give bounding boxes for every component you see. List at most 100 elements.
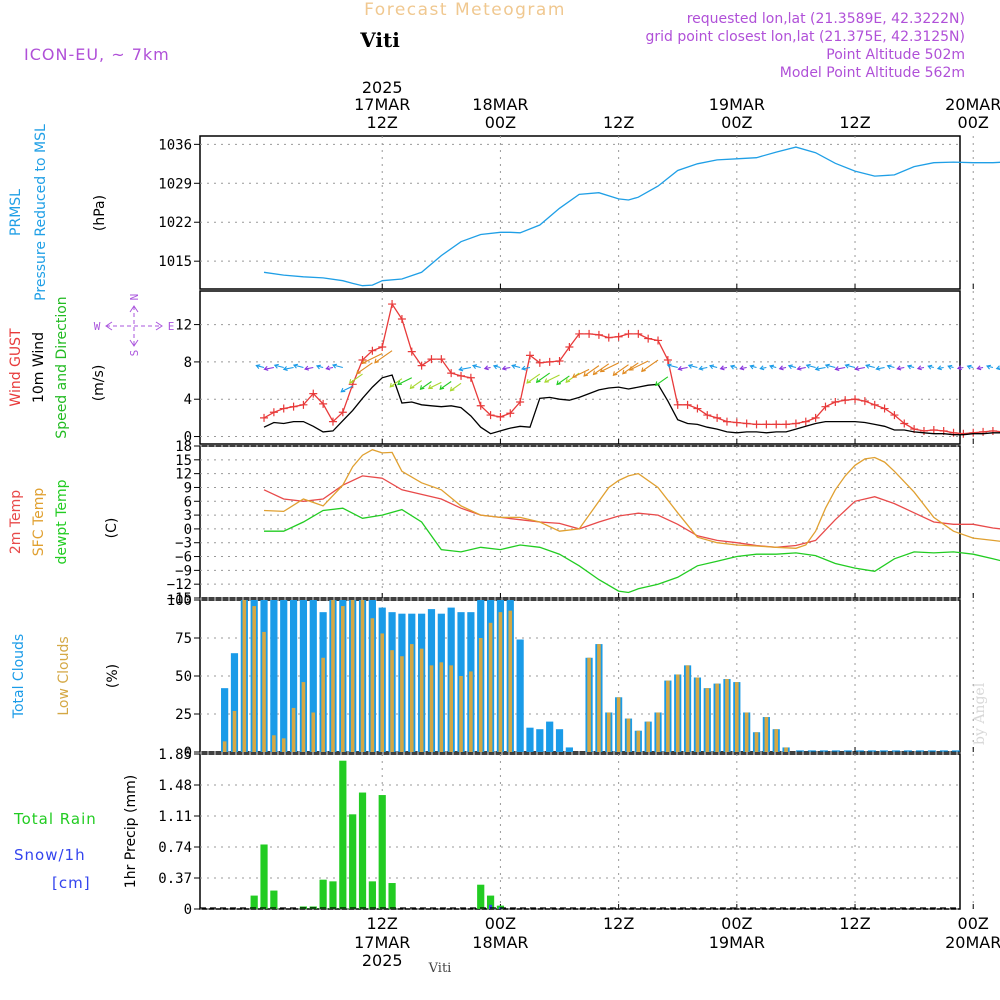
wind-arrow (356, 362, 373, 375)
wind-arrow (293, 364, 304, 369)
gust-marker (673, 400, 682, 409)
low-cloud-bar (409, 644, 414, 752)
y-tick-label: 1.11 (158, 809, 192, 825)
gust-marker (919, 426, 928, 435)
gust-marker (388, 300, 397, 309)
top-date-label: 18MAR (472, 95, 528, 114)
gust-marker (437, 355, 446, 364)
y-tick-label: 50 (175, 669, 192, 685)
rain-bar (349, 814, 357, 909)
wind-arrow (420, 381, 432, 390)
gust-marker (348, 380, 357, 389)
wind-arrowhead (641, 367, 646, 373)
total-cloud-bar (526, 727, 534, 752)
top-hour-label: 00Z (958, 113, 989, 132)
gust-marker (289, 402, 298, 411)
bottom-hour-label: 12Z (839, 914, 870, 933)
compass-east: E (168, 320, 175, 333)
wind-arrowhead (409, 384, 415, 390)
rain-bar (270, 890, 278, 909)
wind-arrowhead (622, 369, 627, 375)
y-tick-label: 8 (184, 355, 192, 371)
compass-north: N (128, 294, 141, 301)
wind-arrowhead (916, 365, 922, 371)
gust-marker (663, 356, 672, 365)
wind-arrow (374, 350, 393, 364)
total-cloud-bar (516, 639, 524, 752)
top-date-label: 20MAR (945, 95, 1000, 114)
total-cloud-bar (221, 688, 229, 752)
gust-marker (772, 420, 781, 429)
wind-arrowhead (966, 364, 972, 370)
wind-arrowhead (796, 365, 802, 371)
low-cloud-bar (616, 697, 621, 752)
gust-marker (762, 420, 771, 429)
gust-marker (949, 428, 958, 437)
low-cloud-bar (735, 682, 739, 752)
wind-arrowhead (583, 372, 589, 377)
wind-arrowhead (936, 365, 942, 371)
wind-arrowhead (325, 365, 331, 371)
low-cloud-bar (380, 633, 385, 752)
compass-south: S (128, 350, 141, 357)
wind-arrow (439, 381, 452, 390)
gust-marker (634, 329, 643, 338)
wind-arrowhead (927, 364, 933, 370)
wind-arrowhead (687, 364, 693, 369)
rain-bar (388, 883, 396, 909)
low-cloud-bar (488, 622, 493, 752)
gust-marker (407, 347, 416, 356)
wind-arrow (797, 366, 806, 370)
total-cloud-bar (270, 600, 278, 752)
top-hour-label: 12Z (839, 113, 870, 132)
bottom-date-label: 19MAR (709, 933, 765, 952)
temperature-label-1: SFC Temp (31, 488, 47, 557)
total-cloud-bar (546, 721, 554, 752)
gust-marker (447, 369, 456, 378)
low-cloud-bar (478, 638, 483, 752)
wind-arrowhead (511, 364, 517, 369)
gust-marker (644, 334, 653, 343)
wind-arrowhead (255, 364, 261, 369)
wind-arrowhead (749, 364, 755, 370)
wind-arrowhead (814, 366, 820, 371)
pressure-label-0: PRMSL (8, 189, 24, 236)
wind-arrowhead (273, 363, 279, 369)
gust-marker (486, 411, 495, 420)
gust-marker (299, 400, 308, 409)
wind-arrowhead (709, 364, 715, 370)
wind-arrowhead (759, 365, 765, 371)
wind-arrow (283, 366, 294, 370)
low-cloud-bar (626, 718, 631, 752)
wind-arrowhead (374, 358, 379, 364)
temperature-frame (199, 445, 961, 599)
bottom-date-label: 18MAR (472, 933, 528, 952)
bottom-hour-label: 00Z (485, 914, 516, 933)
gust-marker (900, 419, 909, 428)
wind-panel: 0 4 8 12 Wind GUST 10m Wind Speed and Directio… (8, 290, 1000, 446)
gust-marker (654, 336, 663, 345)
gust-marker (988, 426, 997, 435)
wind-arrowhead (556, 380, 562, 386)
wind-arrow (667, 364, 678, 369)
wind-arrow (340, 385, 353, 393)
gust-marker (535, 358, 544, 367)
low-cloud-bar (666, 680, 670, 752)
low-cloud-bar (606, 712, 611, 752)
wind-arrowhead (449, 386, 455, 392)
wind-arrow (600, 362, 619, 373)
gust-marker (525, 351, 534, 360)
low-cloud-bar (281, 738, 286, 752)
model-name: ICON-EU, ~ 7km (24, 45, 170, 64)
wind-arrowhead (805, 363, 811, 369)
wind-arrowhead (947, 364, 953, 370)
precip-label-1: Snow/1h (14, 846, 86, 864)
wind10m-line (263, 374, 1000, 436)
low-cloud-bar (646, 721, 650, 752)
y-tick-label: 0 (184, 522, 192, 538)
low-cloud-bar (744, 712, 749, 752)
chart-title: Forecast Meteogram (364, 0, 566, 20)
wind-arrowhead (340, 387, 346, 393)
wind-arrowhead (677, 365, 683, 371)
y-tick-label: −15 (167, 591, 192, 607)
